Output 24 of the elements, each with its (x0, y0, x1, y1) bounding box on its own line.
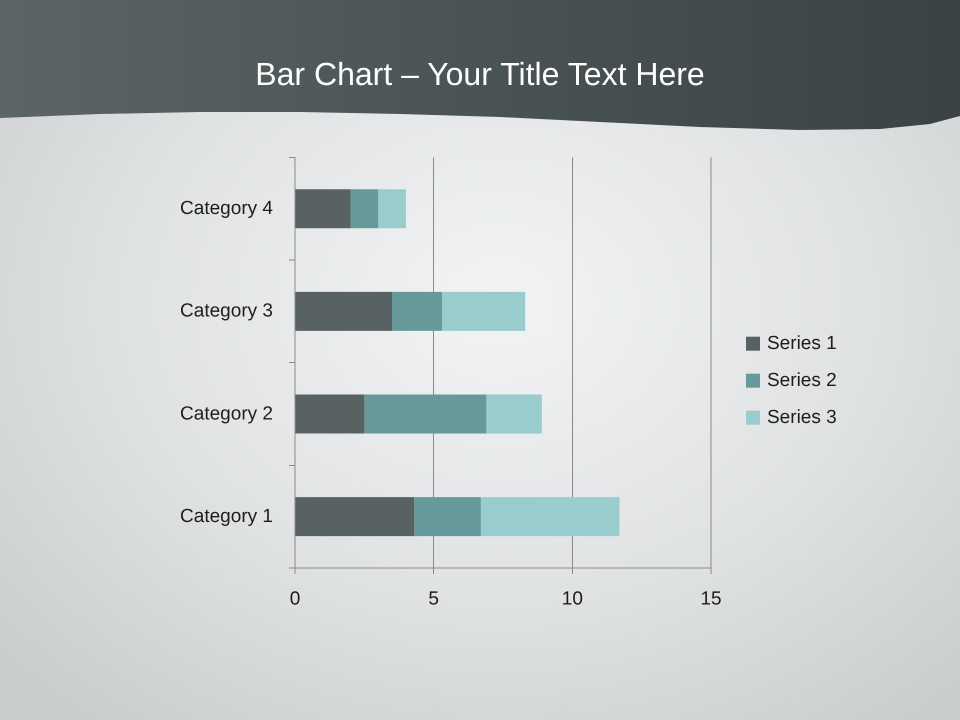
bar (442, 292, 526, 331)
bar (350, 189, 378, 228)
bar (364, 394, 486, 434)
bar (296, 394, 364, 434)
x-tick-label: 5 (428, 588, 439, 610)
bar (392, 292, 442, 331)
y-tick-label: Category 3 (180, 300, 273, 322)
bar (296, 189, 350, 228)
y-tick-label: Category 2 (180, 403, 273, 424)
x-tick-label: 15 (700, 588, 722, 610)
legend-label: Series 2 (767, 370, 837, 391)
legend-label: Series 3 (767, 406, 837, 428)
bar (480, 497, 620, 536)
bar (296, 497, 414, 536)
x-tick-label: 10 (562, 588, 583, 610)
bar (378, 189, 406, 228)
legend-label: Series 1 (767, 332, 837, 354)
y-tick-label: Category 1 (180, 506, 273, 527)
chart-title: Bar Chart – Your Title Text Here (254, 55, 706, 94)
bar (486, 394, 542, 434)
x-tick-label: 0 (290, 588, 300, 610)
y-tick-label: Category 4 (180, 198, 274, 219)
bar (296, 292, 392, 331)
bar (414, 497, 481, 536)
